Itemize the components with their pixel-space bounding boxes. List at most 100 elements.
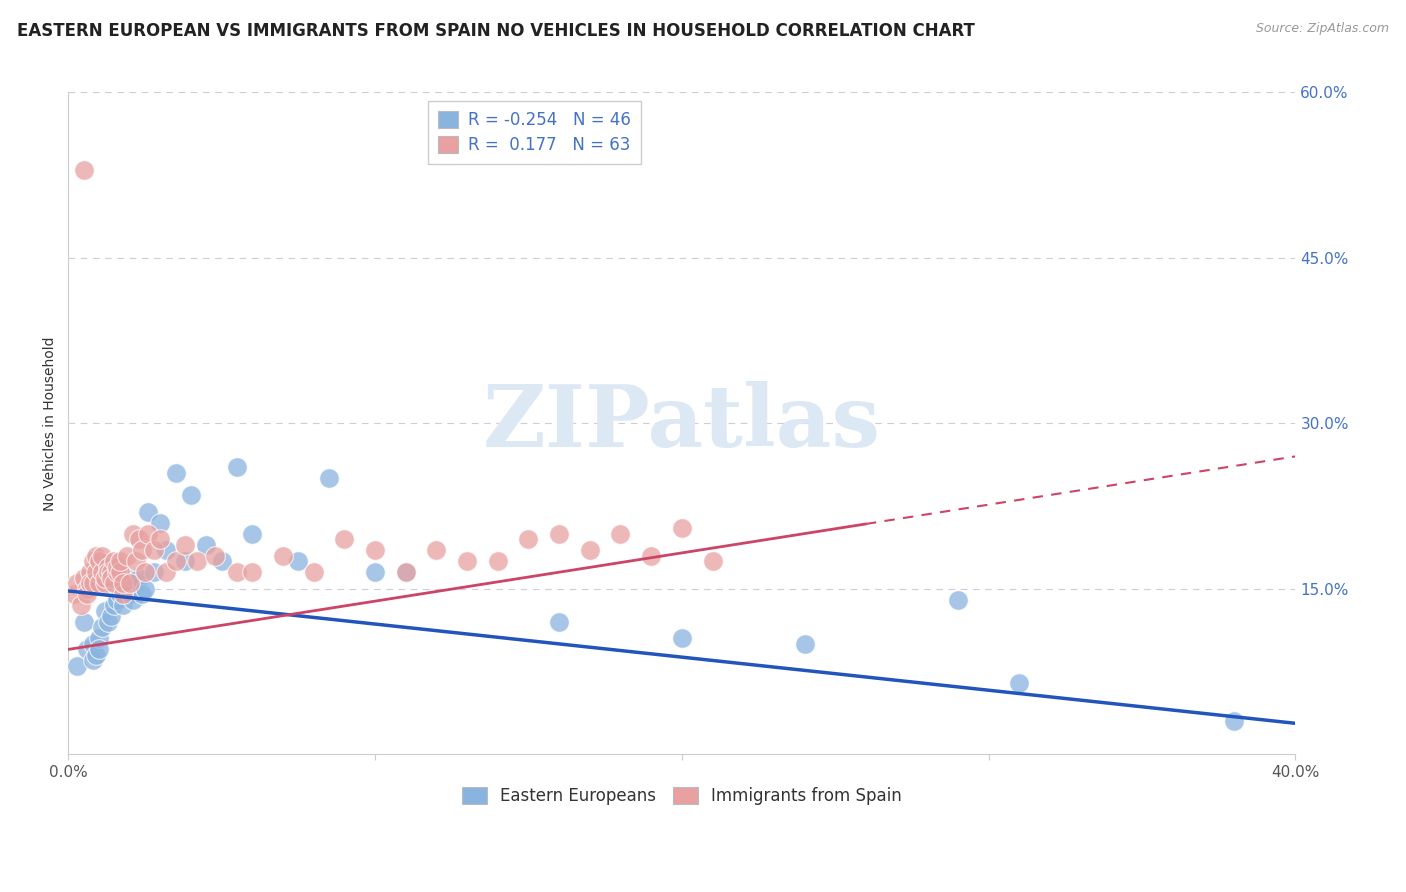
Point	[103, 582, 125, 596]
Point	[72, 162, 94, 177]
Point	[72, 571, 94, 585]
Point	[100, 571, 122, 585]
Point	[100, 609, 122, 624]
Point	[87, 554, 110, 568]
Point	[69, 599, 91, 613]
Point	[425, 543, 447, 558]
Point	[333, 532, 356, 546]
Point	[87, 632, 110, 646]
Point	[82, 653, 104, 667]
Point	[94, 576, 117, 591]
Point	[155, 565, 177, 579]
Point	[136, 526, 159, 541]
Point	[287, 554, 309, 568]
Point	[110, 587, 132, 601]
Point	[97, 565, 120, 579]
Point	[112, 587, 135, 601]
Point	[143, 543, 166, 558]
Point	[302, 565, 325, 579]
Point	[125, 554, 148, 568]
Point	[103, 599, 125, 613]
Point	[105, 565, 128, 579]
Text: ZIPatlas: ZIPatlas	[482, 381, 880, 466]
Text: EASTERN EUROPEAN VS IMMIGRANTS FROM SPAIN NO VEHICLES IN HOUSEHOLD CORRELATION C: EASTERN EUROPEAN VS IMMIGRANTS FROM SPAI…	[17, 22, 974, 40]
Text: Source: ZipAtlas.com: Source: ZipAtlas.com	[1256, 22, 1389, 36]
Point	[271, 549, 294, 563]
Point	[87, 576, 110, 591]
Point	[94, 604, 117, 618]
Point	[121, 592, 143, 607]
Point	[155, 543, 177, 558]
Point	[640, 549, 662, 563]
Point	[115, 549, 138, 563]
Point	[94, 571, 117, 585]
Point	[318, 471, 340, 485]
Point	[226, 460, 249, 475]
Point	[180, 488, 202, 502]
Point	[517, 532, 540, 546]
Point	[165, 554, 187, 568]
Point	[395, 565, 418, 579]
Point	[84, 549, 107, 563]
Point	[395, 565, 418, 579]
Point	[131, 543, 153, 558]
Point	[946, 592, 969, 607]
Point	[125, 576, 148, 591]
Point	[121, 526, 143, 541]
Point	[66, 576, 89, 591]
Point	[548, 615, 571, 629]
Point	[364, 543, 387, 558]
Point	[486, 554, 509, 568]
Point	[671, 521, 693, 535]
Point	[84, 565, 107, 579]
Point	[76, 587, 98, 601]
Point	[195, 538, 218, 552]
Point	[112, 576, 135, 591]
Point	[134, 582, 156, 596]
Point	[131, 587, 153, 601]
Point	[173, 538, 195, 552]
Point	[702, 554, 724, 568]
Point	[112, 599, 135, 613]
Point	[1223, 714, 1246, 728]
Point	[671, 632, 693, 646]
Point	[91, 620, 114, 634]
Point	[87, 642, 110, 657]
Point	[82, 637, 104, 651]
Point	[211, 554, 233, 568]
Point	[149, 516, 172, 530]
Point	[118, 576, 141, 591]
Point	[110, 554, 132, 568]
Y-axis label: No Vehicles in Household: No Vehicles in Household	[44, 336, 58, 510]
Point	[84, 648, 107, 662]
Point	[115, 571, 138, 585]
Point	[456, 554, 478, 568]
Point	[66, 659, 89, 673]
Point	[548, 526, 571, 541]
Point	[112, 576, 135, 591]
Point	[186, 554, 208, 568]
Point	[134, 565, 156, 579]
Point	[91, 549, 114, 563]
Point	[63, 587, 86, 601]
Legend: Eastern Europeans, Immigrants from Spain: Eastern Europeans, Immigrants from Spain	[456, 780, 908, 812]
Point	[110, 565, 132, 579]
Point	[118, 587, 141, 601]
Point	[136, 504, 159, 518]
Point	[91, 565, 114, 579]
Point	[103, 576, 125, 591]
Point	[82, 554, 104, 568]
Point	[128, 532, 150, 546]
Point	[100, 565, 122, 579]
Point	[105, 592, 128, 607]
Point	[97, 615, 120, 629]
Point	[793, 637, 815, 651]
Point	[149, 532, 172, 546]
Point	[97, 559, 120, 574]
Point	[143, 565, 166, 579]
Point	[204, 549, 226, 563]
Point	[105, 559, 128, 574]
Point	[240, 526, 263, 541]
Point	[76, 642, 98, 657]
Point	[1008, 675, 1031, 690]
